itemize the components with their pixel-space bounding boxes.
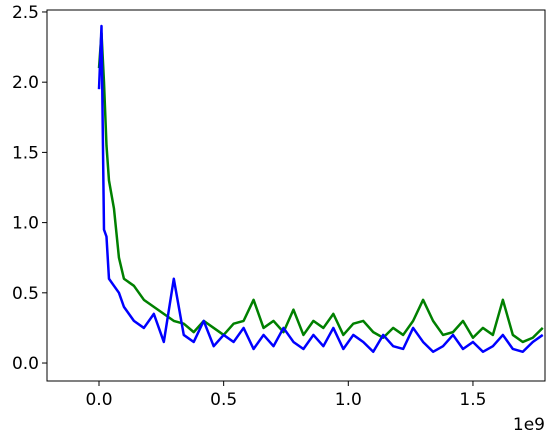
y-tick-label: 1.5 xyxy=(12,143,39,163)
x-tick-label: 1.5 xyxy=(459,390,486,410)
x-tick-label: 1.0 xyxy=(335,390,362,410)
x-tick-label: 0.0 xyxy=(85,390,112,410)
series-line xyxy=(97,31,544,344)
x-offset-label: 1e9 xyxy=(513,415,545,435)
y-tick-label: 2.5 xyxy=(12,3,39,23)
y-tick-label: 1.0 xyxy=(12,214,39,234)
y-tick-label: 2.0 xyxy=(12,73,39,93)
y-tick-label: 0.5 xyxy=(12,284,39,304)
plot-frame xyxy=(46,9,546,382)
series-line xyxy=(97,24,544,354)
y-tick-label: 0.0 xyxy=(12,354,39,374)
x-tick-label: 0.5 xyxy=(210,390,237,410)
